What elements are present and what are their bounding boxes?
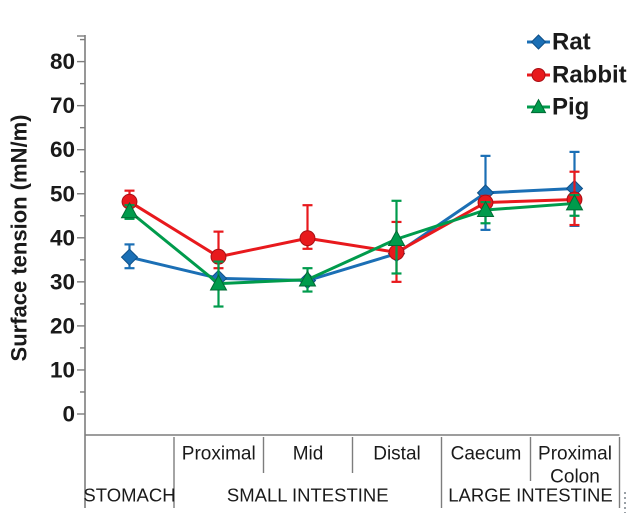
- y-axis: 0 10 20 30 40 50 60 70 80 Surface tension (mN/m): [7, 35, 86, 508]
- legend-label: Rat: [552, 29, 591, 56]
- marker-pig-4: [476, 200, 495, 217]
- x-group-label: LARGE INTESTINE: [448, 485, 612, 506]
- y-tick-label: 10: [50, 357, 75, 382]
- x-group-label: SMALL INTESTINE: [227, 485, 389, 506]
- legend-circle-icon: [531, 67, 546, 83]
- legend-triangle-icon: [530, 98, 547, 114]
- legend-label: Rabbit: [552, 62, 627, 89]
- y-tick-label: 60: [50, 137, 75, 162]
- y-tick-label: 80: [50, 49, 75, 74]
- x-sublabel: Mid: [293, 444, 324, 465]
- marker-rat-0: [120, 248, 139, 266]
- legend-item-pig: Pig: [527, 94, 589, 121]
- x-sublabel-line2: Colon: [550, 467, 600, 488]
- legend-label: Pig: [552, 94, 589, 121]
- series-rabbit: [121, 170, 583, 283]
- y-tick-label: 50: [50, 181, 75, 206]
- legend-item-rabbit: Rabbit: [527, 62, 627, 89]
- y-tick-label: 0: [62, 402, 75, 427]
- y-axis-title: Surface tension (mN/m): [7, 115, 32, 362]
- x-sublabel: Caecum: [451, 444, 522, 465]
- y-tick-label: 30: [50, 269, 75, 294]
- x-sublabel: Proximal: [182, 444, 256, 465]
- line-rabbit: [128, 197, 575, 259]
- x-sublabel-line1: Proximal: [538, 444, 612, 465]
- marker-pig-5: [565, 193, 584, 211]
- marker-pig-1: [209, 274, 228, 291]
- marker-pig-0: [120, 201, 139, 219]
- line-pig: [128, 201, 575, 286]
- marker-pig-2: [298, 270, 317, 287]
- series-pig: [120, 193, 584, 308]
- legend-item-rat: Rat: [527, 29, 591, 56]
- y-tick-label: 40: [50, 225, 75, 250]
- x-sublabel: Distal: [373, 444, 421, 465]
- y-tick-label: 70: [50, 93, 75, 118]
- series-rat: [120, 150, 584, 290]
- line-rat: [129, 186, 575, 283]
- marker-rabbit-2: [299, 230, 316, 247]
- x-group-label: STOMACH: [83, 485, 175, 506]
- y-tick-label: 20: [50, 313, 75, 338]
- x-axis-table: STOMACH Proximal Mid Distal SMALL INTESTINE C…: [83, 434, 621, 508]
- legend: Rat Rabbit Pig: [527, 29, 627, 121]
- legend-diamond-icon: [530, 34, 547, 50]
- marker-pig-3: [387, 229, 406, 247]
